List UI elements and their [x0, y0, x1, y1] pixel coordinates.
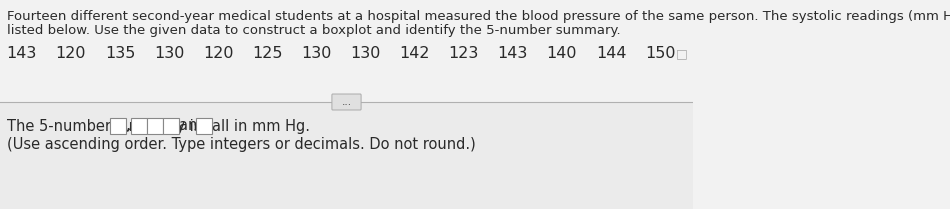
- Text: 120: 120: [56, 46, 86, 61]
- Text: 125: 125: [252, 46, 283, 61]
- Text: 130: 130: [351, 46, 381, 61]
- Text: The 5-number summary is: The 5-number summary is: [8, 119, 206, 134]
- Text: and: and: [179, 119, 211, 134]
- Text: 135: 135: [104, 46, 135, 61]
- Text: 140: 140: [547, 46, 578, 61]
- Bar: [109, 118, 125, 134]
- Text: 143: 143: [498, 46, 528, 61]
- Text: 143: 143: [7, 46, 37, 61]
- Text: 130: 130: [301, 46, 332, 61]
- Text: 130: 130: [154, 46, 184, 61]
- Text: all in mm Hg.: all in mm Hg.: [212, 119, 310, 134]
- Text: 142: 142: [399, 46, 430, 61]
- Bar: [163, 118, 179, 134]
- Bar: [147, 118, 163, 134]
- Text: 120: 120: [203, 46, 234, 61]
- Text: listed below. Use the given data to construct a boxplot and identify the 5-numbe: listed below. Use the given data to cons…: [8, 24, 621, 37]
- Text: Fourteen different second-year medical students at a hospital measured the blood: Fourteen different second-year medical s…: [8, 10, 950, 23]
- Bar: [196, 118, 212, 134]
- Text: 123: 123: [448, 46, 479, 61]
- Text: 144: 144: [596, 46, 626, 61]
- Bar: [0, 102, 693, 209]
- Bar: [131, 118, 147, 134]
- Text: ,: ,: [125, 119, 135, 134]
- Text: □: □: [676, 47, 688, 60]
- Text: ...: ...: [341, 97, 352, 107]
- Text: 150: 150: [645, 46, 675, 61]
- Text: (Use ascending order. Type integers or decimals. Do not round.): (Use ascending order. Type integers or d…: [8, 136, 476, 152]
- FancyBboxPatch shape: [332, 94, 361, 110]
